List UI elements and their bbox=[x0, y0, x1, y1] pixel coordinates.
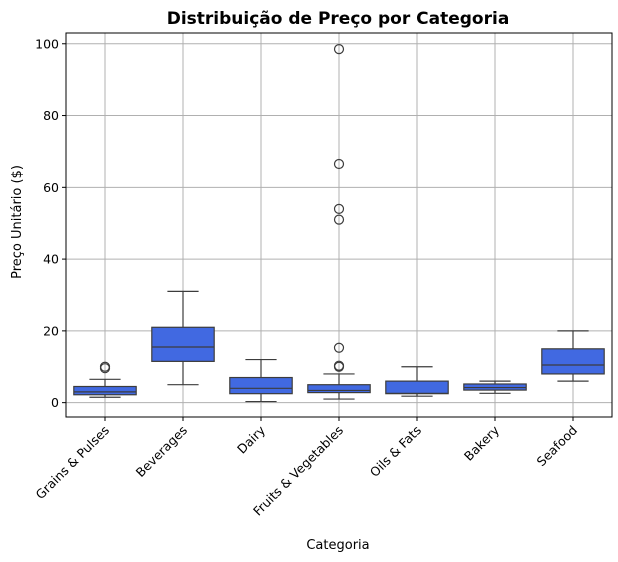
outlier-point bbox=[333, 203, 345, 214]
y-tick-label: 0 bbox=[51, 395, 59, 410]
box bbox=[73, 385, 137, 396]
y-tick-label: 20 bbox=[43, 323, 59, 338]
x-tick-label: Oils & Fats bbox=[367, 423, 424, 480]
y-ticks: 0 20 40 60 80 100 bbox=[35, 36, 66, 410]
outlier-point bbox=[333, 158, 345, 170]
x-tick-label: Bakery bbox=[461, 422, 503, 464]
boxes bbox=[73, 44, 605, 403]
outlier-point bbox=[333, 44, 345, 55]
y-tick-label: 60 bbox=[43, 180, 59, 195]
y-tick-label: 40 bbox=[43, 252, 59, 267]
box bbox=[385, 380, 449, 395]
outlier-point bbox=[333, 214, 345, 225]
y-axis-label: Preço Unitário ($) bbox=[10, 165, 25, 279]
box bbox=[541, 348, 605, 375]
outlier-point bbox=[99, 361, 111, 372]
x-tick-label: Beverages bbox=[133, 423, 190, 480]
x-tick-label: Seafood bbox=[534, 423, 581, 470]
x-tick-label: Dairy bbox=[234, 422, 269, 457]
box bbox=[151, 326, 215, 362]
outlier-point bbox=[333, 360, 345, 371]
outlier-point bbox=[333, 342, 345, 353]
box bbox=[229, 376, 293, 395]
y-tick-label: 80 bbox=[43, 108, 59, 123]
grid bbox=[66, 33, 612, 417]
x-tick-label: Grains & Pulses bbox=[33, 423, 113, 503]
chart-title: Distribuição de Preço por Categoria bbox=[167, 9, 510, 29]
x-axis-label: Categoria bbox=[306, 538, 369, 553]
y-tick-label: 100 bbox=[35, 36, 59, 51]
x-tick-label: Fruits & Vegetables bbox=[250, 423, 346, 519]
box bbox=[307, 384, 371, 394]
